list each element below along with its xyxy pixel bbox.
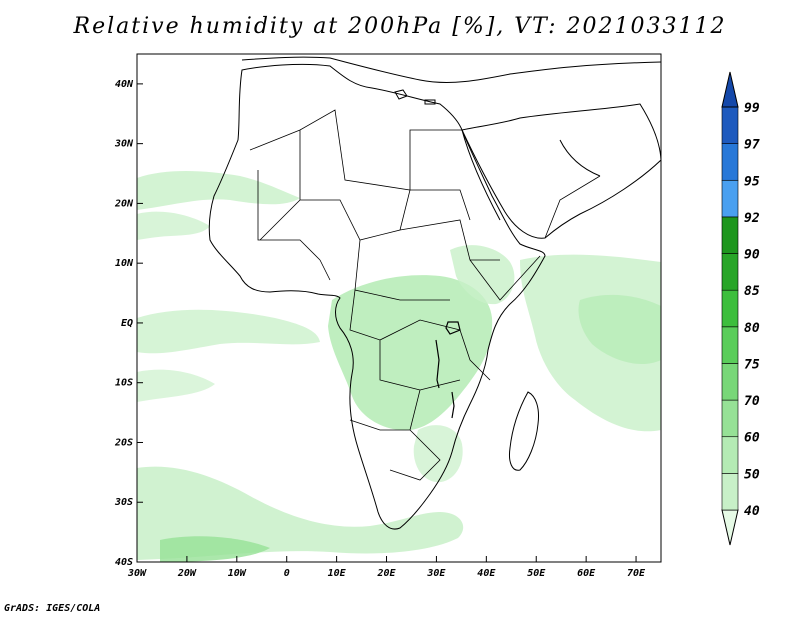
colorbar-level-label: 60 [744,431,760,446]
lon-tick-label: 10E [328,568,347,579]
lon-tick-label: 20W [177,568,197,579]
gulf-coast [559,139,601,177]
lake-malawi [451,391,455,419]
country-borders [249,109,601,481]
colorbar-level-label: 92 [744,211,760,226]
arabia-coastline [461,103,661,239]
longitude-axis: 30W 20W 10W 0 10E 20E 30E 40E 50E 60E 70E [127,556,646,579]
colorbar: 40 50 60 70 75 80 85 90 92 95 97 99 [721,71,760,546]
colorbar-level-label: 95 [744,174,760,189]
humidity-patch-eq-atlantic [137,309,320,354]
humidity-patch-s-atlantic [137,369,215,402]
colorbar-level-label: 50 [744,467,760,482]
colorbar-level-label: 80 [744,321,760,336]
lon-tick-label: 20E [376,568,396,579]
colorbar-level-label: 90 [744,248,760,263]
red-sea-coast [461,129,501,221]
colorbar-bin [721,216,739,254]
madagascar-coastline [509,391,539,471]
map-title: Relative humidity at 200hPa [%], VT: 202… [73,14,727,39]
lat-tick-label: EQ [121,318,133,329]
colorbar-bin [721,179,739,218]
colorbar-level-label: 75 [744,357,760,372]
humidity-patch-w-atlantic [137,211,210,240]
lat-tick-label: 10S [115,378,133,389]
lake-victoria [445,321,461,335]
europe-coastline [241,56,661,83]
colorbar-level-label: 97 [744,138,760,153]
colorbar-bin [721,289,739,328]
lon-tick-label: 40E [477,568,496,579]
lon-tick-label: 30E [426,568,446,579]
colorbar-bin [721,106,739,144]
lon-tick-label: 60E [577,568,596,579]
map-frame [136,53,662,563]
lat-tick-label: 10N [115,258,134,269]
lat-tick-label: 40N [115,79,134,90]
lon-tick-label: 30W [127,568,147,579]
lat-tick-label: 20S [114,437,133,448]
humidity-patch-mozambique [413,425,463,483]
humidity-patch-e-indian [578,294,661,365]
humidity-patch-south-darker [160,536,270,562]
colorbar-bin-lowest [721,509,739,546]
lon-tick-label: 10W [228,568,247,579]
lat-tick-label: 30S [114,497,133,508]
lat-tick-label: 40S [115,557,133,568]
latitude-axis: 40N 30N 20N 10N EQ 10S 20S 30S 40S [114,79,143,568]
colorbar-bin [721,143,739,181]
grads-credit: GrADS: IGES/COLA [4,603,101,614]
mediterranean-islands [394,89,436,105]
lon-tick-label: 50E [527,568,546,579]
colorbar-level-label: 99 [744,101,760,116]
humidity-shading [137,171,661,562]
lat-tick-label: 20N [114,198,134,209]
colorbar-bin [721,253,739,291]
humidity-patch-central-africa [328,275,493,431]
colorbar-bin-highest [721,71,739,108]
lon-tick-label: 0 [284,568,290,579]
colorbar-level-label: 40 [744,504,760,519]
colorbar-level-label: 70 [744,394,760,409]
lat-tick-label: 30N [114,139,134,150]
lon-tick-label: 70E [627,568,646,579]
colorbar-bin [721,363,739,401]
lakes [435,321,461,419]
lake-tanganyika [435,339,440,389]
colorbar-bin [721,326,739,364]
colorbar-bin [721,436,739,474]
border-lines [249,109,601,481]
colorbar-bin [721,399,739,438]
humidity-patch-south [137,466,464,560]
humidity-patch-nw-atlantic [137,171,300,210]
colorbar-level-label: 85 [744,284,760,299]
colorbar-bin [721,473,739,511]
